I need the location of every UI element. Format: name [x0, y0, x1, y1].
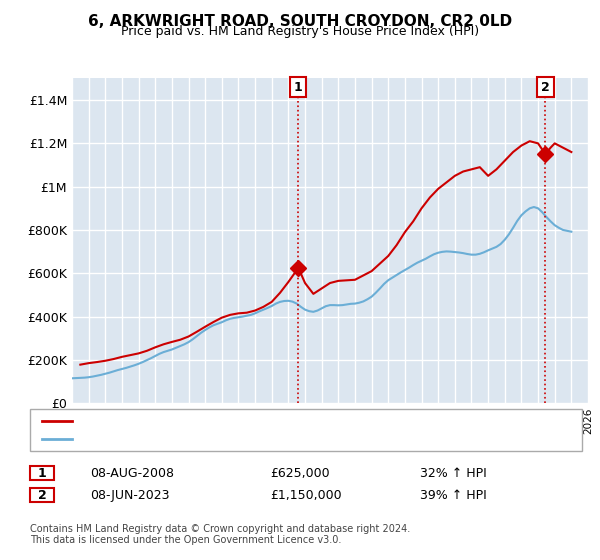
Text: 08-AUG-2008: 08-AUG-2008 — [90, 466, 174, 480]
Text: Contains HM Land Registry data © Crown copyright and database right 2024.
This d: Contains HM Land Registry data © Crown c… — [30, 524, 410, 545]
Text: 08-JUN-2023: 08-JUN-2023 — [90, 489, 170, 502]
Text: 6, ARKWRIGHT ROAD, SOUTH CROYDON, CR2 0LD (detached house): 6, ARKWRIGHT ROAD, SOUTH CROYDON, CR2 0L… — [78, 416, 458, 426]
Text: 1: 1 — [38, 466, 46, 480]
Text: 32% ↑ HPI: 32% ↑ HPI — [420, 466, 487, 480]
Text: £1,150,000: £1,150,000 — [270, 489, 341, 502]
Text: 6, ARKWRIGHT ROAD, SOUTH CROYDON, CR2 0LD: 6, ARKWRIGHT ROAD, SOUTH CROYDON, CR2 0L… — [88, 14, 512, 29]
Text: HPI: Average price, detached house, Croydon: HPI: Average price, detached house, Croy… — [78, 434, 331, 444]
Text: 2: 2 — [541, 81, 550, 94]
Text: 1: 1 — [294, 81, 303, 94]
Text: 2: 2 — [38, 489, 46, 502]
Text: Price paid vs. HM Land Registry's House Price Index (HPI): Price paid vs. HM Land Registry's House … — [121, 25, 479, 38]
Text: £625,000: £625,000 — [270, 466, 329, 480]
Text: 39% ↑ HPI: 39% ↑ HPI — [420, 489, 487, 502]
